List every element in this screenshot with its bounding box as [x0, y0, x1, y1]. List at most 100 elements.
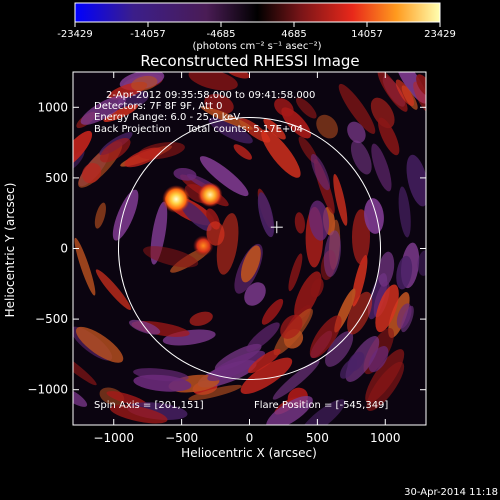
texture-blob [81, 163, 102, 184]
texture-blob [364, 198, 384, 234]
annotation-detectors: Detectors: 7F 8F 9F, Att 0 [94, 101, 222, 112]
texture-blob [395, 79, 415, 107]
texture-blob [266, 395, 313, 425]
texture-blob [94, 202, 106, 229]
annotation-method-counts: Back Projection Total counts: 5.17E+04 [94, 124, 303, 135]
colorbar-unit-label: (photons cm⁻² s⁻¹ asec⁻²) [192, 41, 321, 52]
flare-source [193, 235, 214, 256]
x-axis-label: Heliocentric X (arcsec) [181, 446, 317, 460]
texture-blob [299, 399, 346, 425]
texture-blob [375, 284, 399, 333]
texture-blob [103, 104, 139, 122]
texture-blob [350, 140, 372, 175]
x-tick-label: 0 [246, 431, 254, 445]
texture-blob [233, 144, 252, 160]
y-axis-label: Heliocentric Y (arcsec) [3, 183, 17, 318]
texture-blob [199, 156, 249, 197]
texture-blob [333, 174, 348, 226]
texture-blob [246, 322, 280, 352]
y-tick-label: 0 [60, 242, 68, 256]
colorbar-tick-label: 23429 [424, 29, 456, 40]
colorbar: -23429 -14057 -4685 4685 14057 23429 (photons… [57, 2, 456, 52]
texture-blob [143, 246, 199, 268]
y-tick-label: −500 [35, 312, 68, 326]
texture-blob [73, 348, 97, 386]
flare-source [162, 185, 191, 214]
colorbar-tick-label: 4685 [281, 29, 306, 40]
colorbar-tick-label: -14057 [130, 29, 165, 40]
axis-ticks: −1000 −500 0 500 1000 −1000 −500 0 500 1000 [27, 72, 426, 445]
flare-source [197, 182, 223, 208]
texture-blob [377, 72, 408, 112]
colorbar-tick-label: 14057 [351, 29, 383, 40]
chart-title: Reconstructed RHESSI Image [140, 52, 359, 70]
texture-blob [310, 278, 324, 298]
texture-blob [240, 245, 261, 283]
texture-blob [261, 129, 301, 178]
texture-blob [406, 154, 426, 207]
x-tick-label: −1000 [93, 431, 134, 445]
y-tick-label: −1000 [27, 383, 68, 397]
annotations: 2-Apr-2012 09:35:58.000 to 09:41:58.000 … [94, 90, 388, 411]
y-tick-label: 500 [45, 171, 68, 185]
colorbar-gradient [74, 2, 441, 23]
texture-blob [347, 291, 373, 335]
texture-blob [188, 384, 242, 401]
texture-blob [99, 138, 131, 163]
texture-blob [189, 311, 213, 326]
annotation-flare-position: Flare Position = [-545,349] [254, 400, 388, 411]
texture-blob [131, 75, 158, 91]
texture-blob [347, 121, 366, 144]
footer-timestamp: 30-Apr-2014 11:18 [404, 487, 498, 498]
texture-blob [308, 200, 330, 241]
texture-blob [294, 212, 305, 234]
texture-blob [240, 357, 293, 394]
texture-blob [244, 282, 266, 306]
texture-blob [95, 269, 131, 311]
texture-blob [124, 147, 162, 168]
y-tick-label: 1000 [37, 100, 68, 114]
spin-axis-marker [270, 221, 283, 234]
texture-blob [398, 186, 411, 238]
texture-blob [75, 326, 124, 363]
solar-disk-limb [118, 117, 381, 380]
texture-blob [257, 192, 275, 238]
colorbar-ticks: -23429 -14057 -4685 4685 14057 23429 [57, 22, 456, 40]
texture-blob [280, 314, 303, 339]
texture-blob [200, 106, 253, 130]
texture-blob [371, 143, 392, 192]
texture-blob [309, 315, 342, 359]
texture-blob [133, 374, 192, 392]
texture-blob [417, 250, 426, 276]
x-tick-label: −500 [165, 431, 198, 445]
texture-blob [368, 346, 389, 373]
flare-sources [162, 182, 223, 256]
texture-blob [180, 200, 212, 232]
texture-blob [365, 349, 405, 404]
texture-blob [73, 130, 93, 169]
texture-blob [274, 98, 294, 117]
annotation-energy-range: Energy Range: 6.0 - 25.0 keV [94, 112, 240, 123]
texture-blob [247, 348, 281, 374]
texture-blob [272, 360, 320, 400]
texture-blob [396, 303, 412, 329]
texture-blob [370, 97, 395, 129]
texture-blob [416, 74, 426, 97]
x-tick-label: 500 [306, 431, 329, 445]
texture-blob [323, 230, 341, 278]
colorbar-tick-label: -4685 [206, 29, 235, 40]
annotation-time-range: 2-Apr-2012 09:35:58.000 to 09:41:58.000 [106, 90, 315, 101]
texture-blob [325, 331, 354, 367]
texture-blob [112, 189, 139, 241]
texture-blob [109, 404, 168, 424]
texture-blob [288, 253, 303, 292]
x-tick-label: 1000 [370, 431, 401, 445]
texture-blob [80, 95, 127, 125]
texture-blob [74, 237, 96, 296]
texture-blob [378, 117, 400, 156]
texture-blob [106, 391, 148, 407]
texture-blob [351, 255, 368, 307]
texture-blob [208, 117, 253, 144]
texture-blob [188, 72, 238, 91]
